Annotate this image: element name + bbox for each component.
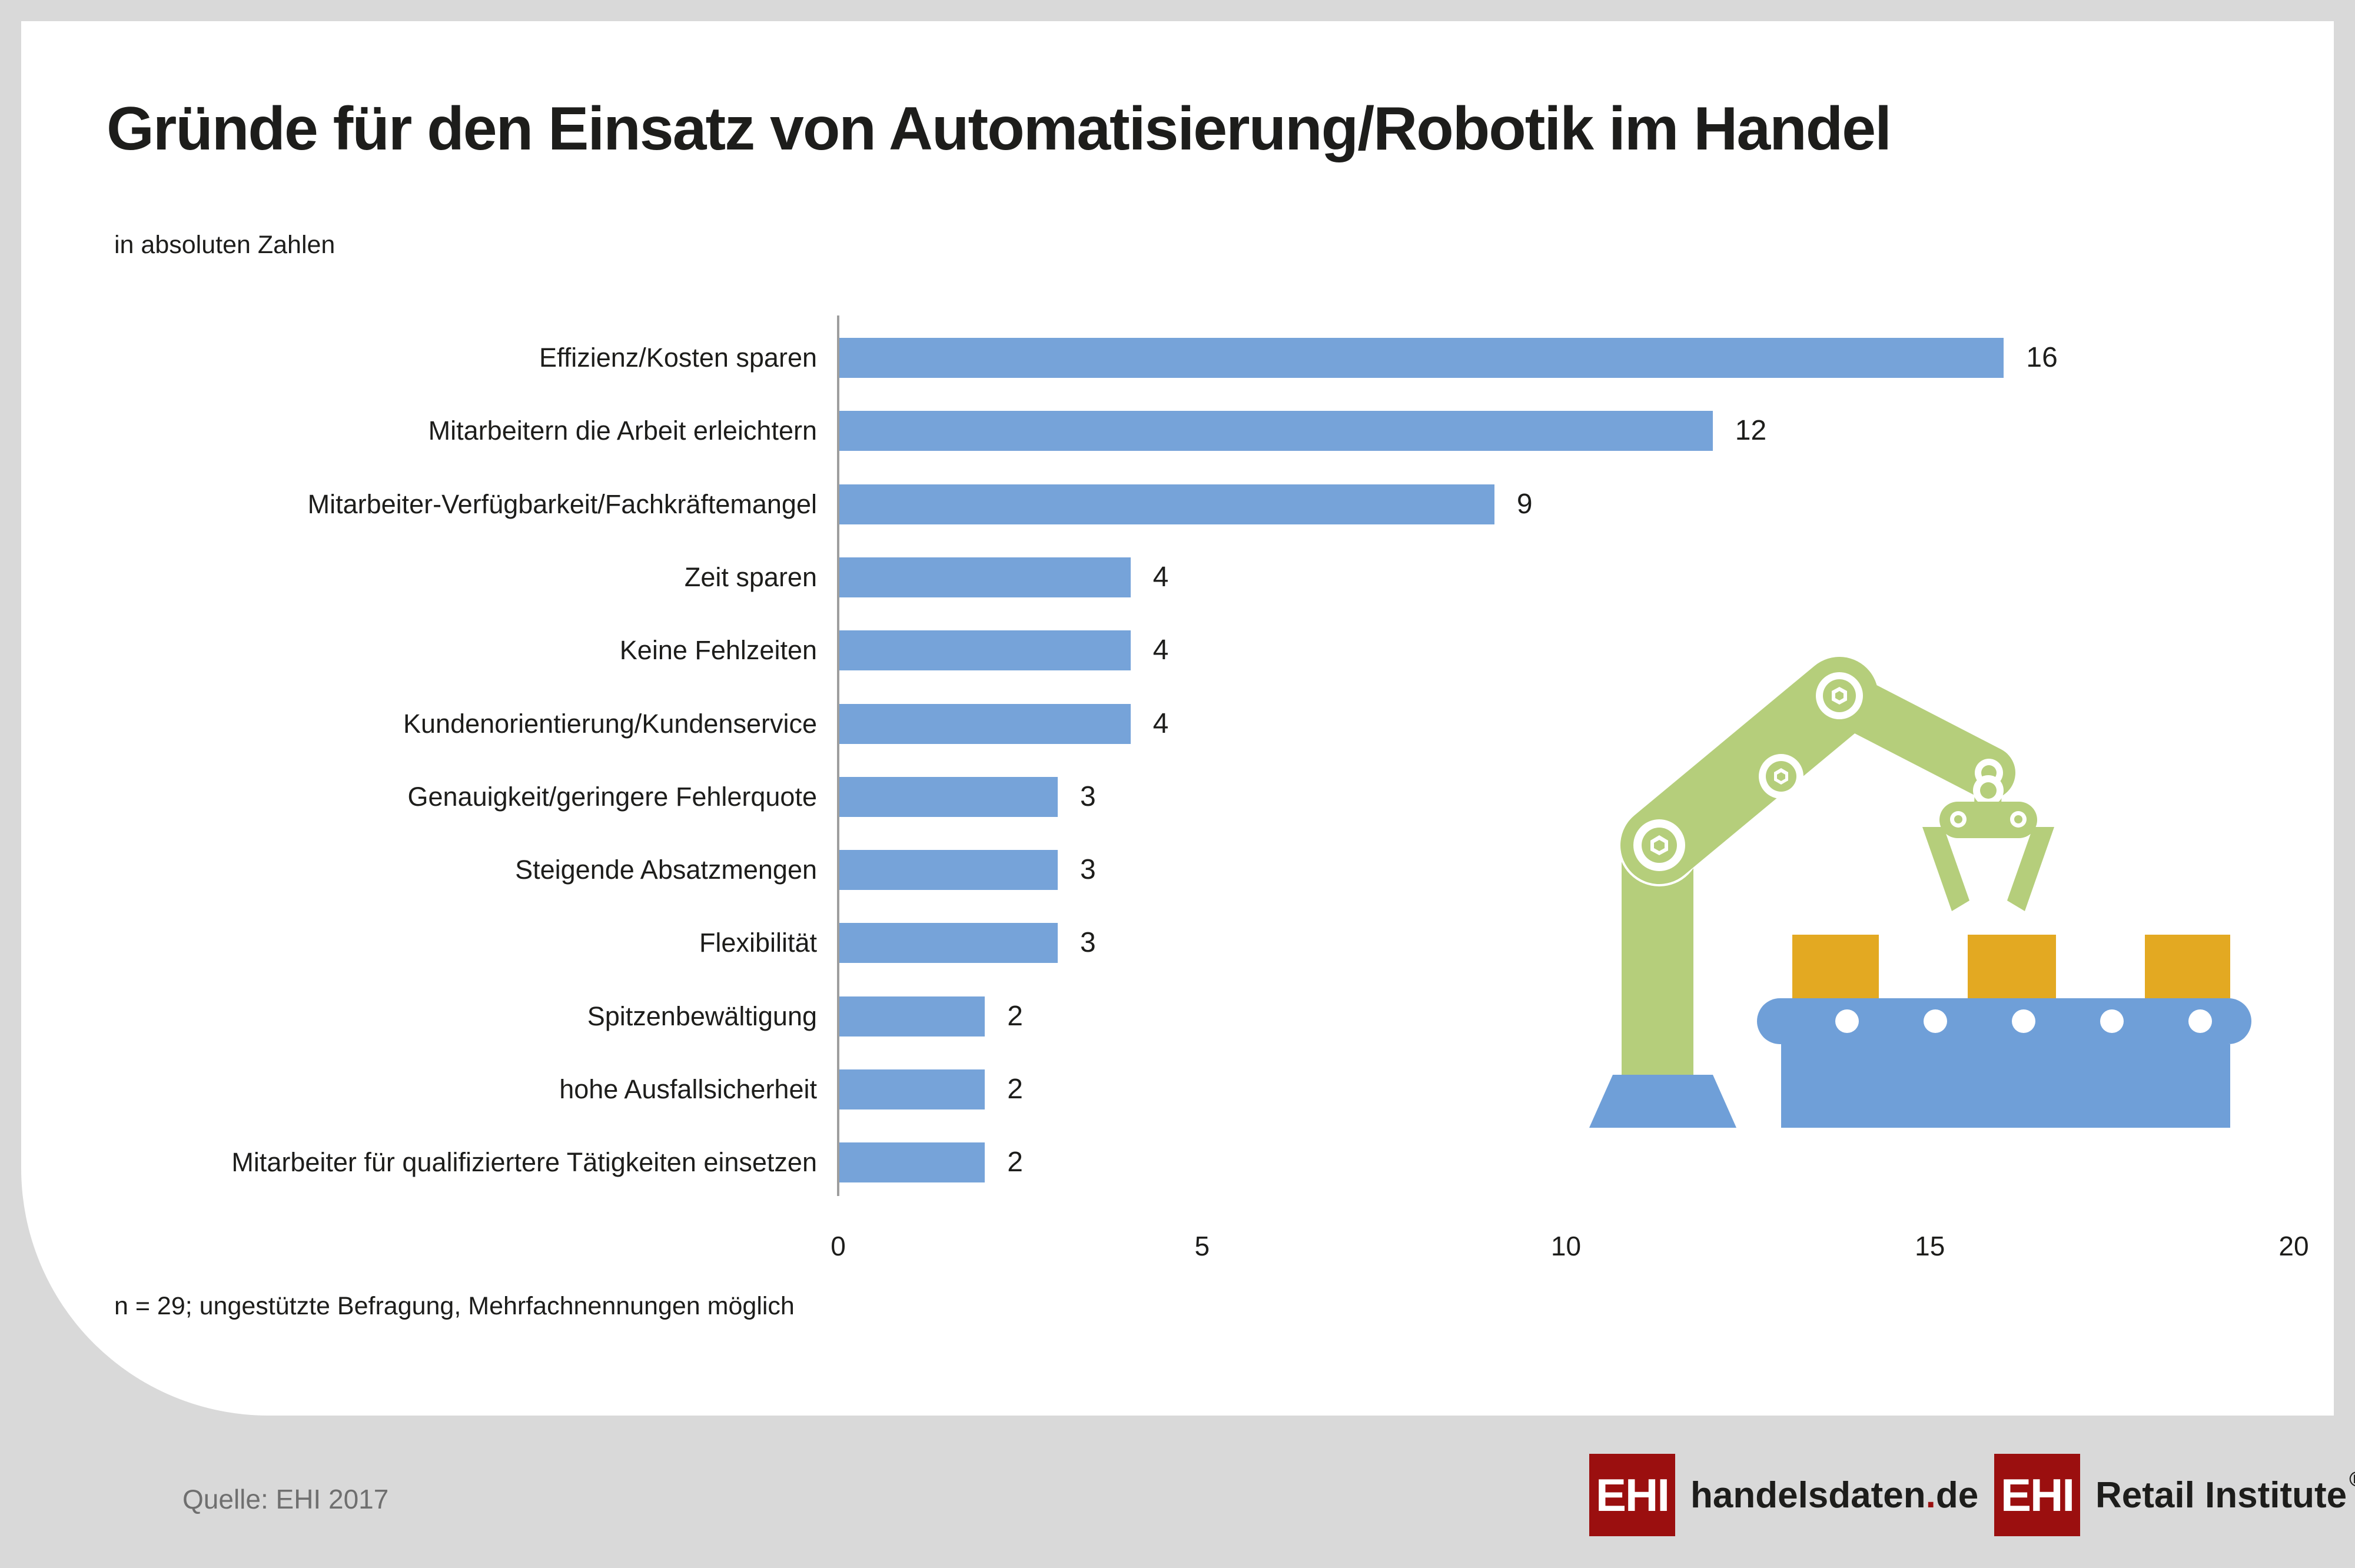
- bar-label: Mitarbeitern die Arbeit erleichtern: [428, 416, 817, 446]
- x-tick-label: 0: [831, 1231, 846, 1261]
- bar-value-label: 2: [1007, 1147, 1023, 1178]
- logo-handelsdaten: EHI handelsdaten.de: [1589, 1454, 1978, 1536]
- bar-value-label: 3: [1079, 780, 1096, 812]
- x-tick-label: 10: [1550, 1231, 1582, 1261]
- bar: [839, 1142, 985, 1183]
- bar-label: hohe Ausfallsicherheit: [559, 1074, 817, 1104]
- bar-label: Mitarbeiter-Verfügbarkeit/Fachkräftemang…: [307, 489, 817, 519]
- bar-value-label: 12: [1735, 415, 1767, 447]
- bar: [839, 630, 1131, 671]
- bar-value-label: 2: [1007, 1000, 1023, 1032]
- source-text: Quelle: EHI 2017: [182, 1484, 389, 1514]
- robot-factory-illustration: [1589, 657, 2251, 1128]
- bar: [839, 703, 1131, 744]
- logo-retail-institute: EHI Retail Institute®: [1994, 1454, 2355, 1536]
- ehi-logo-box: EHI: [1994, 1454, 2080, 1536]
- bar-label: Zeit sparen: [684, 562, 817, 592]
- bar-label: Steigende Absatzmengen: [515, 855, 817, 885]
- registered-trademark-icon: ®: [2349, 1467, 2355, 1491]
- y-axis-line: [837, 315, 839, 1196]
- bar: [839, 338, 2004, 378]
- x-tick-label: 15: [1915, 1231, 1945, 1261]
- robot-base-icon: [1589, 1075, 1736, 1128]
- bar: [839, 411, 1713, 451]
- chart-subtitle: in absoluten Zahlen: [114, 231, 336, 259]
- chart-title: Gründe für den Einsatz von Automatisieru…: [107, 95, 1892, 163]
- bar-value-label: 3: [1079, 854, 1096, 886]
- logo-red-dot: .: [1925, 1474, 1936, 1516]
- bar: [839, 557, 1131, 597]
- bar-value-label: 3: [1079, 927, 1096, 959]
- bar: [839, 996, 985, 1037]
- bar-label: Spitzenbewältigung: [587, 1001, 817, 1031]
- bar-label: Keine Fehlzeiten: [619, 635, 817, 666]
- logo-handelsdaten-name: handelsdaten: [1690, 1474, 1926, 1516]
- bar-value-label: 4: [1152, 634, 1169, 666]
- bar-value-label: 2: [1007, 1074, 1023, 1105]
- logo-handelsdaten-text: handelsdaten.de: [1690, 1474, 1978, 1516]
- logo-retail-name: Retail Institute: [2095, 1474, 2347, 1516]
- bar: [839, 484, 1494, 524]
- bar-label: Effizienz/Kosten sparen: [539, 343, 817, 373]
- gripper-icon: [1922, 802, 2054, 911]
- bar-label: Genauigkeit/geringere Fehlerquote: [407, 781, 817, 812]
- bar: [839, 923, 1058, 964]
- bar: [839, 776, 1058, 817]
- bar-value-label: 4: [1152, 707, 1169, 739]
- logo-handelsdaten-tld: de: [1935, 1474, 1979, 1516]
- x-tick-label: 5: [1194, 1231, 1210, 1261]
- bar: [839, 850, 1058, 891]
- bar-label: Kundenorientierung/Kundenservice: [403, 708, 817, 739]
- conveyor-belt-icon: [1757, 998, 2251, 1128]
- bar-value-label: 9: [1516, 488, 1533, 520]
- package-boxes-icon: [1792, 935, 2230, 998]
- bar-value-label: 16: [2026, 342, 2058, 373]
- robot-arm-icon: [1589, 657, 2054, 1128]
- robot-joints-icon: [1633, 672, 2004, 871]
- bar-label: Flexibilität: [699, 928, 817, 958]
- bar-label: Mitarbeiter für qualifiziertere Tätigkei…: [231, 1147, 817, 1178]
- logo-retail-text: Retail Institute®: [2095, 1467, 2355, 1516]
- x-tick-label: 20: [2278, 1231, 2309, 1261]
- ehi-logo-box: EHI: [1589, 1454, 1675, 1536]
- chart-card: [21, 21, 2334, 1416]
- bar-value-label: 4: [1152, 561, 1169, 593]
- chart-footnote: n = 29; ungestützte Befragung, Mehrfachn…: [114, 1292, 795, 1320]
- bar: [839, 1069, 985, 1109]
